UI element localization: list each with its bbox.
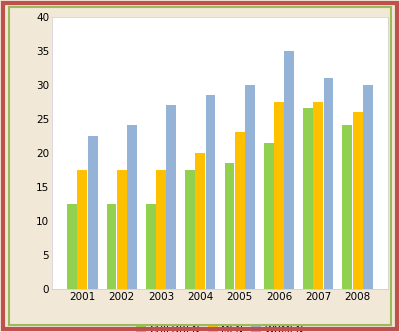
Bar (127, 125, 137, 289)
Bar (274, 102, 284, 289)
Bar (166, 105, 176, 289)
Bar (117, 170, 127, 289)
Bar (156, 170, 166, 289)
Bar (88, 136, 98, 289)
Bar (224, 163, 234, 289)
Bar (106, 204, 116, 289)
Bar (324, 78, 334, 289)
Bar (67, 204, 77, 289)
Bar (78, 170, 87, 289)
Bar (146, 204, 156, 289)
Bar (353, 112, 362, 289)
Bar (363, 85, 373, 289)
Bar (185, 170, 195, 289)
Bar (206, 95, 216, 289)
Bar (235, 132, 244, 289)
Bar (264, 142, 274, 289)
Bar (342, 125, 352, 289)
Bar (303, 109, 313, 289)
Bar (284, 50, 294, 289)
Bar (196, 153, 205, 289)
Legend: CHILDREN, MEN, WOMEN: CHILDREN, MEN, WOMEN (132, 321, 308, 332)
Bar (245, 85, 255, 289)
Bar (313, 102, 323, 289)
